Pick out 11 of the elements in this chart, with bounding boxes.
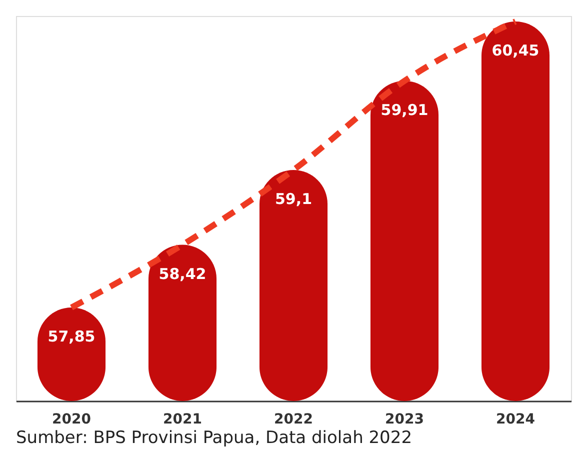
text: Sumber: BPS Provinsi Papua, Data diolah 2022 <box>16 428 412 448</box>
x-tick-label: 2023 <box>385 412 424 428</box>
x-tick-label: 2024 <box>496 412 536 428</box>
data-label: 60,45 <box>492 42 540 60</box>
data-label: 59,1 <box>274 190 312 208</box>
data-label: 59,91 <box>380 100 428 119</box>
x-tick-label: 2020 <box>52 412 92 428</box>
data-label: 57,85 <box>48 328 96 346</box>
x-tick-label: 2021 <box>163 412 202 428</box>
data-label: 58,42 <box>158 264 206 283</box>
x-tick-label: 2022 <box>274 412 313 428</box>
